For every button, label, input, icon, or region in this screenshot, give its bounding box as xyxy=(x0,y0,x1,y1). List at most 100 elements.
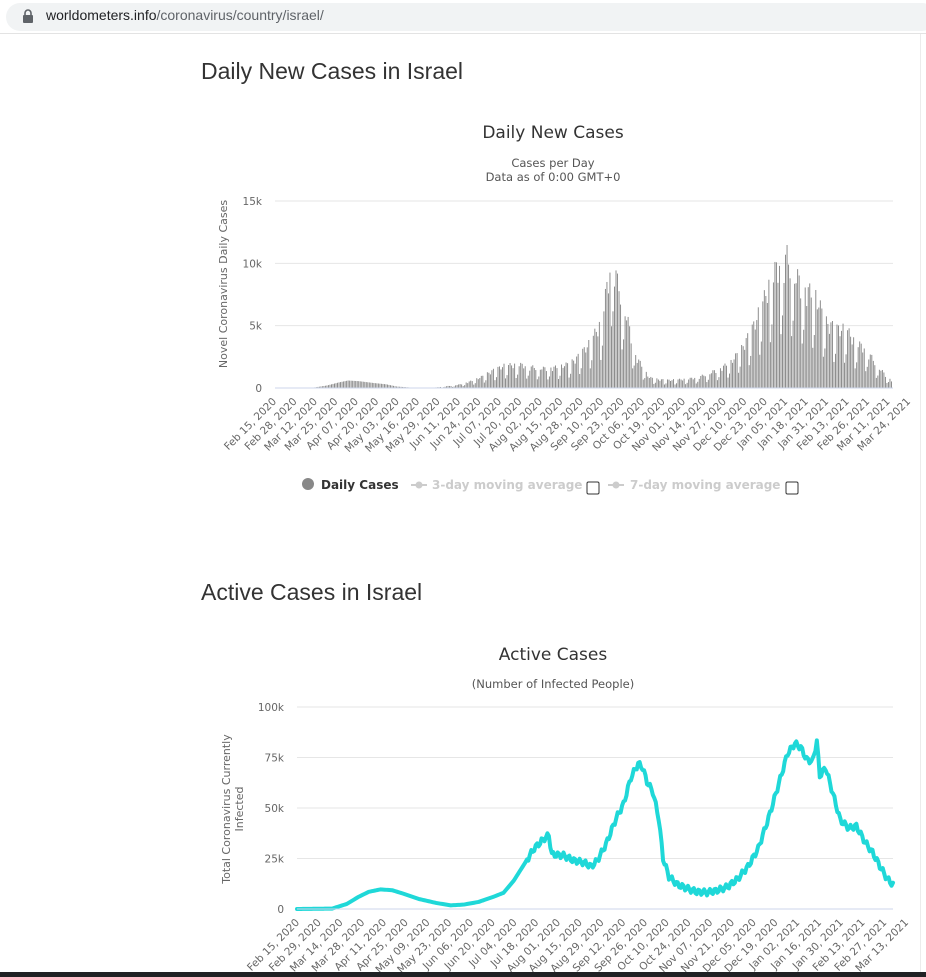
daily-bar xyxy=(565,362,567,388)
daily-bar xyxy=(741,344,743,388)
daily-bar xyxy=(502,367,503,388)
daily-bar xyxy=(845,354,847,388)
daily-bar xyxy=(377,383,379,388)
daily-section-title: Daily New Cases in Israel xyxy=(201,58,464,84)
daily-bar xyxy=(647,376,649,388)
legend-ma3-marker xyxy=(415,481,423,489)
daily-bar xyxy=(844,362,846,388)
daily-bar xyxy=(730,359,732,388)
daily-bar xyxy=(604,288,606,388)
browser-address-bar[interactable]: worldometers.info/coronavirus/country/is… xyxy=(0,0,926,34)
daily-bar xyxy=(545,371,547,388)
daily-bar xyxy=(859,341,861,388)
daily-bar xyxy=(473,384,475,388)
daily-bar xyxy=(391,385,393,388)
daily-bar xyxy=(748,365,750,388)
daily-bar xyxy=(526,378,528,388)
daily-bar xyxy=(512,368,514,388)
daily-bar xyxy=(824,348,826,388)
daily-bar xyxy=(452,386,454,388)
daily-bar xyxy=(645,371,647,388)
daily-bar xyxy=(362,381,364,388)
daily-bar xyxy=(606,281,608,388)
daily-bar xyxy=(866,366,868,388)
daily-bar xyxy=(653,383,655,388)
daily-bar xyxy=(359,381,361,388)
legend-daily-cases[interactable]: Daily Cases xyxy=(302,478,399,492)
daily-bar xyxy=(514,363,516,388)
daily-bar xyxy=(697,381,699,388)
legend-ma3[interactable]: 3-day moving average xyxy=(411,478,582,492)
daily-bar xyxy=(585,352,587,388)
daily-bar xyxy=(387,384,388,388)
daily-bar xyxy=(694,377,696,388)
daily-bar xyxy=(745,338,747,388)
daily-bar xyxy=(865,371,867,388)
daily-bar xyxy=(891,381,892,388)
daily-bar xyxy=(327,385,329,388)
y-label-line: Total Coronavirus Currently xyxy=(220,734,233,885)
daily-bar xyxy=(786,245,788,388)
daily-bar xyxy=(541,369,543,388)
daily-bar xyxy=(564,366,566,388)
daily-bar xyxy=(320,386,322,388)
daily-bar xyxy=(635,355,637,388)
daily-bar xyxy=(396,386,398,388)
daily-bar xyxy=(828,333,830,388)
address-field[interactable] xyxy=(6,3,926,31)
daily-bar xyxy=(346,380,348,388)
daily-bar xyxy=(324,385,326,388)
daily-bar xyxy=(872,360,874,388)
url-text[interactable]: worldometers.info/coronavirus/country/is… xyxy=(46,7,324,23)
daily-bar xyxy=(688,379,690,388)
daily-bar xyxy=(611,326,612,388)
daily-bar xyxy=(783,282,785,388)
daily-bar xyxy=(819,300,821,388)
ma3-checkbox[interactable] xyxy=(586,481,600,495)
y-tick-label: 75k xyxy=(265,753,285,765)
daily-bar xyxy=(594,328,596,388)
daily-bar xyxy=(812,347,814,388)
daily-bar xyxy=(788,264,790,388)
daily-bar xyxy=(674,384,676,388)
daily-bar xyxy=(648,378,650,388)
daily-bar xyxy=(785,254,786,388)
daily-bar xyxy=(577,353,579,388)
legend-ma7[interactable]: 7-day moving average xyxy=(608,478,780,492)
daily-bar xyxy=(527,375,529,388)
daily-bar xyxy=(627,316,629,388)
daily-bar xyxy=(539,369,541,388)
daily-bar xyxy=(703,375,705,388)
daily-bar xyxy=(850,336,852,388)
daily-bar xyxy=(489,374,491,388)
daily-bar xyxy=(592,335,594,388)
daily-bar xyxy=(768,279,770,388)
daily-bar xyxy=(462,386,464,388)
daily-bar xyxy=(709,374,711,388)
daily-bar xyxy=(736,353,738,388)
daily-bar xyxy=(713,370,715,388)
daily-bar xyxy=(659,380,661,388)
daily-bar xyxy=(671,380,673,388)
daily-bar xyxy=(650,376,652,388)
daily-bar xyxy=(833,361,835,388)
daily-bar xyxy=(835,353,836,388)
daily-bar xyxy=(532,365,534,388)
daily-bar xyxy=(847,330,849,388)
daily-bar xyxy=(801,343,803,388)
daily-bar xyxy=(774,261,776,388)
daily-bar xyxy=(520,362,522,388)
daily-bar xyxy=(620,304,622,388)
daily-bar xyxy=(759,354,761,388)
daily-bar xyxy=(663,384,665,388)
daily-bar xyxy=(458,384,460,388)
daily-bar xyxy=(446,386,447,388)
ma7-checkbox[interactable] xyxy=(785,481,799,495)
daily-bar xyxy=(712,370,714,388)
daily-bar xyxy=(632,368,634,388)
daily-bar xyxy=(317,386,319,388)
daily-bar xyxy=(742,346,744,388)
daily-bar xyxy=(886,382,888,388)
y-tick-label: 5k xyxy=(249,321,263,333)
daily-bar xyxy=(556,368,558,388)
